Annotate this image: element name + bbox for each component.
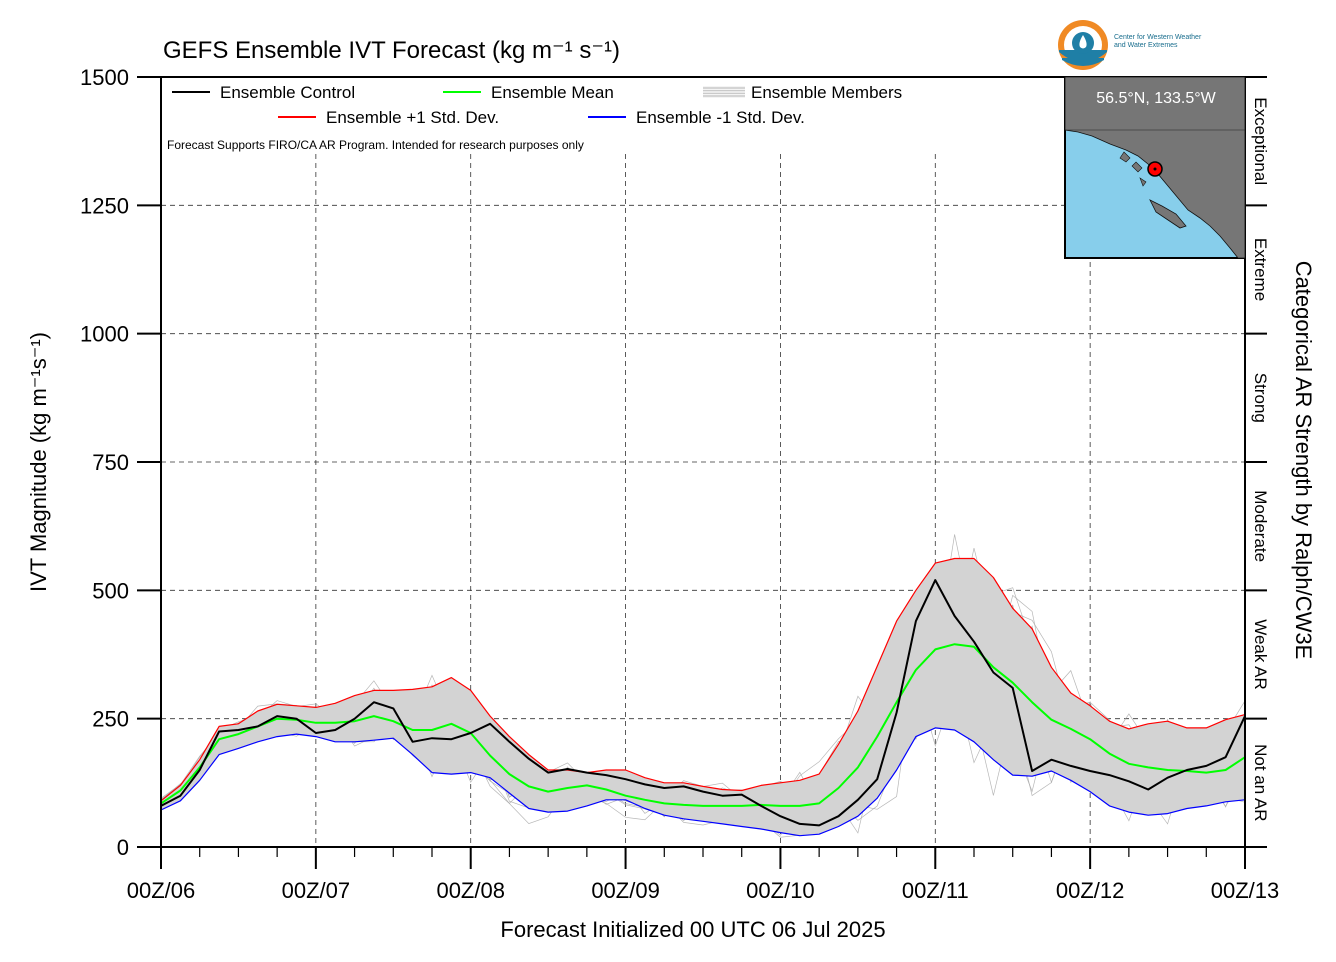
x-tick-label: 00Z/06 xyxy=(127,878,196,903)
logo-text: Center for Western Weather and Water Ext… xyxy=(1114,34,1202,49)
y-tick-label: 750 xyxy=(92,450,129,475)
category-label: Exceptional xyxy=(1251,97,1270,185)
y-tick-label: 500 xyxy=(92,578,129,603)
disclaimer-text: Forecast Supports FIRO/CA AR Program. In… xyxy=(167,138,584,152)
category-label: Strong xyxy=(1251,373,1270,423)
std-dev-band xyxy=(161,558,1245,836)
category-label: Extreme xyxy=(1251,238,1270,301)
inset-map xyxy=(1064,76,1246,259)
x-axis-label: Forecast Initialized 00 UTC 06 Jul 2025 xyxy=(500,917,885,942)
y-tick-label: 1250 xyxy=(80,193,129,218)
ensemble-1-std-dev-line xyxy=(160,727,1246,837)
logo-area: Center for Western Weather and Water Ext… xyxy=(1058,18,1248,74)
legend-label: Ensemble -1 Std. Dev. xyxy=(636,108,805,127)
inset-location-label: 56.5°N, 133.5°W xyxy=(1096,90,1216,107)
y-tick-label: 250 xyxy=(92,707,129,732)
ensemble-control-line xyxy=(160,579,1246,827)
x-tick-label: 00Z/12 xyxy=(1056,878,1125,903)
y-axis-label: IVT Magnitude (kg m⁻¹s⁻¹) xyxy=(26,332,51,592)
series-lines xyxy=(160,557,1246,837)
std-dev-shading xyxy=(161,558,1245,836)
legend-label: Ensemble Control xyxy=(220,83,355,102)
legend-label: Ensemble Mean xyxy=(491,83,614,102)
legend-label: Ensemble Members xyxy=(751,83,902,102)
category-label: Moderate xyxy=(1251,490,1270,562)
right-axis-label: Categorical AR Strength by Ralph/CW3E xyxy=(1291,261,1316,660)
legend-label: Ensemble +1 Std. Dev. xyxy=(326,108,499,127)
cw3e-logo xyxy=(1058,20,1108,70)
y-tick-label: 1000 xyxy=(80,322,129,347)
x-tick-label: 00Z/11 xyxy=(902,878,969,903)
x-tick-label: 00Z/08 xyxy=(436,878,505,903)
category-label: Weak AR xyxy=(1251,619,1270,690)
x-tick-label: 00Z/07 xyxy=(282,878,351,903)
chart-title: GEFS Ensemble IVT Forecast (kg m⁻¹ s⁻¹) xyxy=(163,37,620,64)
y-tick-label: 1500 xyxy=(80,65,129,90)
category-label: Not an AR xyxy=(1251,744,1270,822)
x-tick-label: 00Z/13 xyxy=(1211,878,1280,903)
x-tick-label: 00Z/10 xyxy=(746,878,815,903)
y-tick-label: 0 xyxy=(117,835,129,860)
ensemble-1-std-dev-line xyxy=(160,557,1246,802)
x-tick-label: 00Z/09 xyxy=(591,878,660,903)
ensemble-mean-line xyxy=(160,643,1246,807)
chart-text: 0 250 500 750 1000 1250 1500 Not an AR Weak AR Mo… xyxy=(26,37,1316,942)
